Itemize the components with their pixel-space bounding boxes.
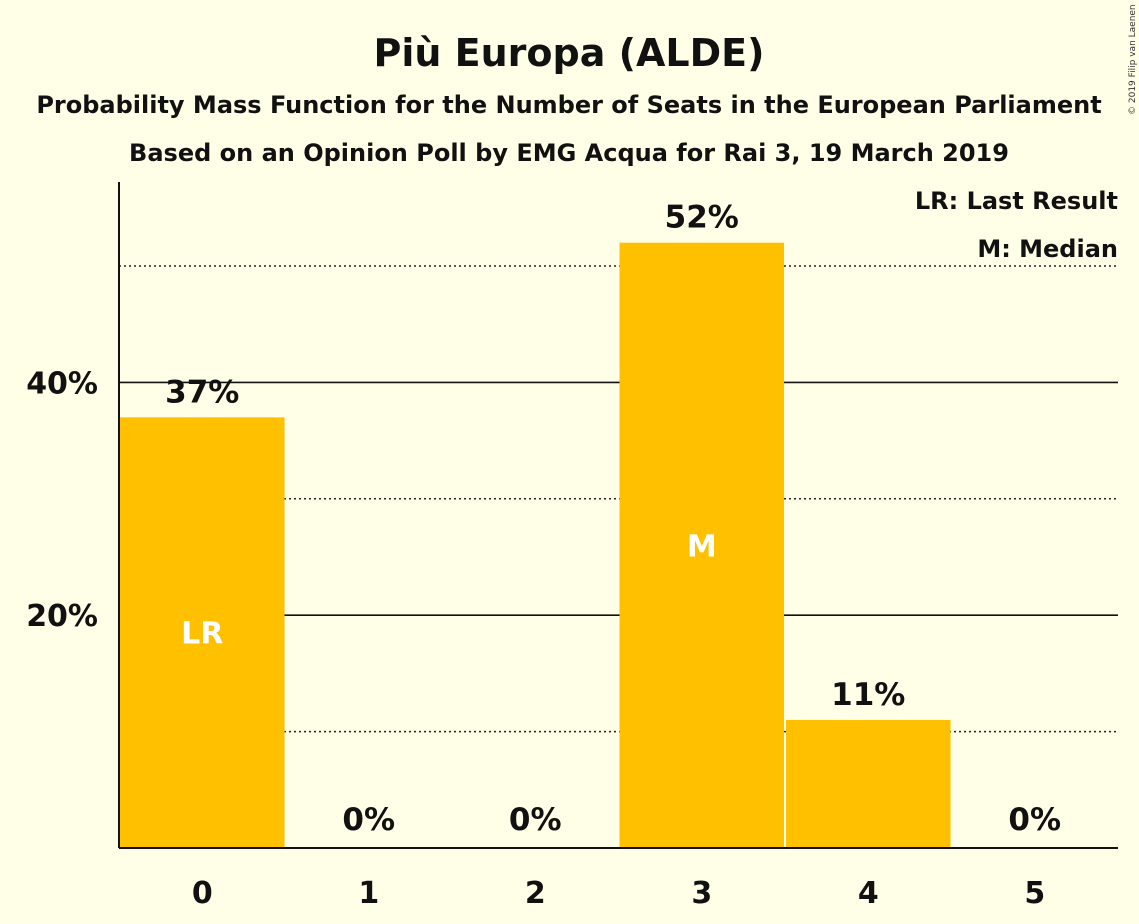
bars xyxy=(120,242,951,849)
x-tick-label-1: 1 xyxy=(358,876,379,911)
x-tick-label-2: 2 xyxy=(525,876,546,911)
gridlines xyxy=(119,265,1118,733)
x-tick-label-0: 0 xyxy=(192,876,213,911)
bar-value-label-1: 0% xyxy=(342,802,395,838)
bar-value-label-4: 11% xyxy=(831,677,905,713)
bar-value-label-2: 0% xyxy=(509,802,562,838)
chart-subtitle: Probability Mass Function for the Number… xyxy=(36,91,1101,119)
legend-median: M: Median xyxy=(977,235,1118,263)
y-tick-label-40: 40% xyxy=(26,366,98,401)
bar-value-label-0: 37% xyxy=(165,374,239,410)
labels: 20% 40% 0 1 2 3 4 5 37% 0% 0% 52% 11% 0% LR M xyxy=(26,200,1061,911)
copyright-notice: © 2019 Filip van Laenen xyxy=(1128,4,1138,115)
bar-value-label-5: 0% xyxy=(1008,802,1061,838)
bar-value-label-3: 52% xyxy=(665,200,739,236)
bar-marker-m: M xyxy=(687,529,717,564)
x-tick-label-3: 3 xyxy=(691,876,712,911)
chart-title: Più Europa (ALDE) xyxy=(374,31,765,75)
axes xyxy=(118,182,1118,849)
bar-marker-lr: LR xyxy=(181,617,223,652)
bar-0 xyxy=(120,417,285,848)
bar-4 xyxy=(786,719,951,848)
x-tick-label-5: 5 xyxy=(1024,876,1045,911)
x-tick-label-4: 4 xyxy=(858,876,879,911)
chart-subtitle-poll: Based on an Opinion Poll by EMG Acqua fo… xyxy=(129,139,1009,167)
y-tick-label-20: 20% xyxy=(26,599,98,634)
legend-last-result: LR: Last Result xyxy=(915,187,1118,215)
bar-3 xyxy=(619,242,784,849)
